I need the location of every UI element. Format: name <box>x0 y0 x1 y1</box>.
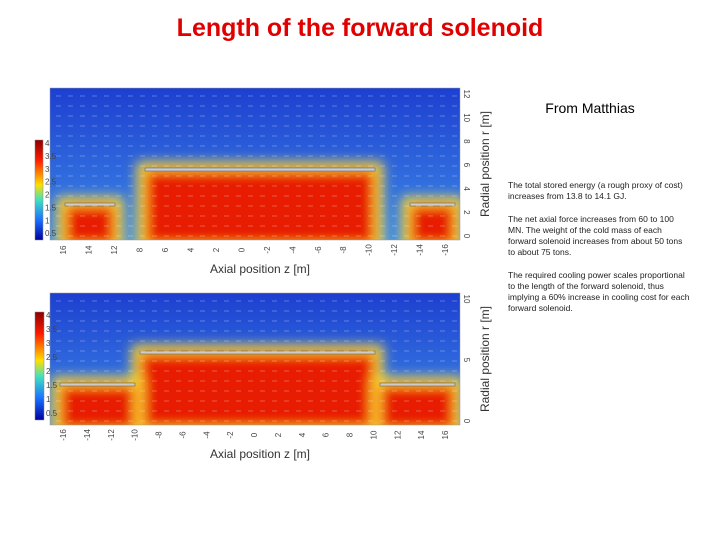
x-tick-label: -8 <box>155 431 164 439</box>
colorbar-label: 3 <box>46 339 51 348</box>
r-tick-label: 5 <box>462 358 471 363</box>
paragraph: The net axial force increases from 60 to… <box>508 214 683 257</box>
colorbar-label: 2.5 <box>46 353 58 362</box>
colorbar-label: 2.5 <box>45 178 57 187</box>
core <box>65 205 115 240</box>
colorbar-label: 1 <box>46 395 51 404</box>
x-tick-label: -10 <box>365 244 374 256</box>
coil <box>409 202 456 207</box>
colorbar-label: 3.5 <box>45 152 57 161</box>
colorbar <box>34 139 44 241</box>
colorbar-label: 3 <box>45 165 50 174</box>
field-map <box>50 293 460 425</box>
coil <box>59 382 136 387</box>
note-text: The total stored energy (a rough proxy o… <box>508 180 690 326</box>
colorbar-label: 1.5 <box>45 203 57 212</box>
r-tick-label: 10 <box>462 113 471 122</box>
x-tick-label: -12 <box>107 429 116 441</box>
r-tick-label: 12 <box>462 90 471 99</box>
x-tick-label: 6 <box>322 432 331 437</box>
r-tick-label: 10 <box>462 295 471 304</box>
x-axis-label: Axial position z [m] <box>210 262 310 276</box>
colorbar-label: 0.5 <box>45 229 57 238</box>
colorbar-label: 0.5 <box>46 409 58 418</box>
x-tick-label: 4 <box>186 247 195 252</box>
x-tick-label: 0 <box>237 247 246 252</box>
x-tick-label: 2 <box>274 432 283 437</box>
slide-title: Length of the forward solenoid <box>176 14 544 42</box>
x-tick-label: 16 <box>59 245 68 254</box>
coil <box>64 202 116 207</box>
x-tick-label: -16 <box>59 429 68 441</box>
x-tick-label: 8 <box>346 432 355 437</box>
core <box>60 385 135 425</box>
x-tick-label: -6 <box>178 431 187 439</box>
x-tick-label: 14 <box>85 245 94 254</box>
x-tick-label: 16 <box>441 430 450 439</box>
core <box>140 353 375 425</box>
core <box>145 170 375 240</box>
x-tick-label: 12 <box>110 245 119 254</box>
paragraph: The required cooling power scales propor… <box>508 270 690 313</box>
colorbar <box>34 311 45 421</box>
x-tick-label: -6 <box>314 246 323 254</box>
x-tick-label: -8 <box>339 246 348 254</box>
plot-frame <box>49 292 461 426</box>
r-axis-label: Radial position r [m] <box>478 306 492 412</box>
core <box>380 385 455 425</box>
r-tick-label: 8 <box>462 139 471 144</box>
x-tick-label: 8 <box>136 247 145 252</box>
x-tick-label: 0 <box>250 432 259 437</box>
x-tick-label: -4 <box>288 246 297 254</box>
x-tick-label: -2 <box>226 431 235 439</box>
note-heading: From Matthias <box>545 100 635 116</box>
x-tick-label: -10 <box>131 429 140 441</box>
r-tick-label: 4 <box>462 186 471 191</box>
x-tick-label: -14 <box>416 244 425 256</box>
r-tick-label: 2 <box>462 210 471 215</box>
r-tick-label: 6 <box>462 163 471 168</box>
colorbar-label: 1 <box>45 216 50 225</box>
x-tick-label: -12 <box>390 244 399 256</box>
x-tick-label: 12 <box>393 430 402 439</box>
coil <box>139 350 376 355</box>
x-axis-label: Axial position z [m] <box>210 447 310 461</box>
x-tick-label: -16 <box>441 244 450 256</box>
colorbar-label: 4 <box>46 311 51 320</box>
colorbar-label: 3.5 <box>46 325 58 334</box>
x-tick-label: 10 <box>369 430 378 439</box>
colorbar-label: 4 <box>45 139 50 148</box>
core <box>410 205 455 240</box>
r-tick-label: 0 <box>462 234 471 239</box>
paragraph: The total stored energy (a rough proxy o… <box>508 180 683 201</box>
x-tick-label: 6 <box>161 247 170 252</box>
x-tick-label: 2 <box>212 247 221 252</box>
r-axis-label: Radial position r [m] <box>478 111 492 217</box>
plot-frame <box>49 87 461 241</box>
colorbar-label: 2 <box>45 191 50 200</box>
x-tick-label: 4 <box>298 432 307 437</box>
x-tick-label: -4 <box>202 431 211 439</box>
field-map <box>50 88 460 240</box>
x-tick-label: 14 <box>417 430 426 439</box>
coil <box>379 382 456 387</box>
colorbar-label: 2 <box>46 367 51 376</box>
coil <box>144 167 376 172</box>
x-tick-label: -2 <box>263 246 272 254</box>
x-tick-label: -14 <box>83 429 92 441</box>
r-tick-label: 0 <box>462 419 471 424</box>
colorbar-label: 1.5 <box>46 381 58 390</box>
